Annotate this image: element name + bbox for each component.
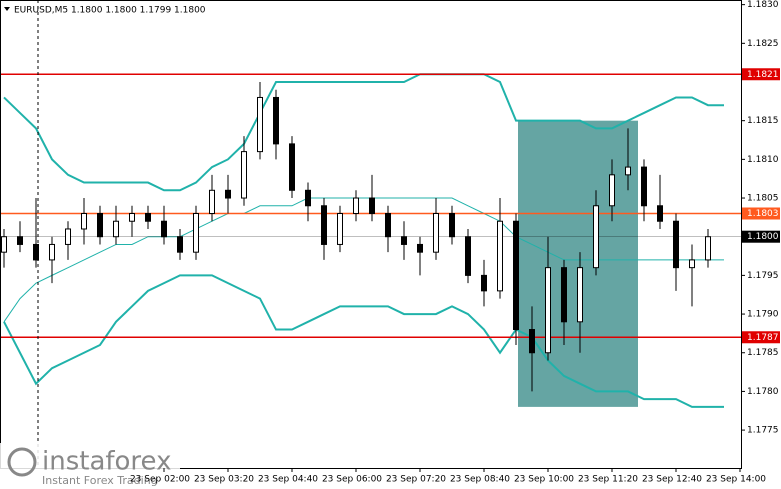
candle-body <box>209 189 215 215</box>
candle-body <box>49 243 55 261</box>
candle-body <box>641 166 647 207</box>
x-tick-label: 23 Sep 12:40 <box>642 475 702 485</box>
x-tick-label: 23 Sep 08:40 <box>450 475 510 485</box>
y-tick-label: 1.1805 <box>747 194 779 204</box>
logo: instaforex Instant Forex Trading <box>0 443 180 489</box>
price-label-box <box>742 207 780 220</box>
plot-area <box>0 73 741 408</box>
x-tick-label: 23 Sep 07:20 <box>386 475 446 485</box>
chart-title: EURUSD,M5 1.1800 1.1800 1.1799 1.1800 <box>14 6 206 16</box>
price-label-box <box>742 230 780 243</box>
price-label: 1.1800 <box>747 232 779 242</box>
candle-body <box>577 267 583 323</box>
logo-tagline: Instant Forex Trading <box>42 474 158 487</box>
candle-body <box>513 220 519 331</box>
candle-body <box>193 213 199 253</box>
candle-body <box>289 143 295 191</box>
highlight-zone <box>518 120 638 407</box>
candle-body <box>545 267 551 354</box>
y-tick-label: 1.1830 <box>747 0 779 10</box>
candle-body <box>705 236 711 261</box>
candle-body <box>353 197 359 215</box>
price-label: 1.1787 <box>747 333 779 343</box>
candle-body <box>449 213 455 238</box>
price-label-box <box>742 68 780 81</box>
candle-body <box>81 213 87 230</box>
x-tick-label: 23 Sep 03:20 <box>194 475 254 485</box>
logo-name: instaforex <box>42 447 171 477</box>
candle-body <box>497 220 503 292</box>
symbol-arrow <box>4 7 10 11</box>
candle-body <box>529 329 535 354</box>
y-tick-label: 1.1825 <box>747 39 779 49</box>
y-tick-label: 1.1780 <box>747 387 779 397</box>
plot-frame <box>0 0 742 469</box>
logo-icon <box>7 447 37 477</box>
x-tick-label: 23 Sep 11:20 <box>578 475 638 485</box>
candle-body <box>129 213 135 222</box>
x-tick-label: 23 Sep 14:00 <box>706 475 766 485</box>
band-upper <box>3 73 724 192</box>
candle-body <box>673 220 679 269</box>
candle-body <box>593 205 599 269</box>
y-tick-label: 1.1790 <box>747 310 779 320</box>
candle-body <box>257 96 263 153</box>
x-tick-label: 23 Sep 10:00 <box>514 475 574 485</box>
candle-body <box>65 228 71 245</box>
band-middle <box>3 197 724 323</box>
candle-body <box>305 189 311 207</box>
candle-body <box>417 243 423 253</box>
candle-body <box>401 236 407 245</box>
candle-body <box>273 96 279 145</box>
candle-body <box>369 197 375 215</box>
candle-body <box>161 220 167 238</box>
candle-body <box>1 236 7 253</box>
candle-body <box>241 151 247 199</box>
y-tick-label: 1.1810 <box>747 155 779 165</box>
candle-body <box>321 205 327 245</box>
candle-body <box>177 236 183 253</box>
band-lower <box>3 274 724 408</box>
price-label: 1.1803 <box>747 209 779 219</box>
x-tick-label: 23 Sep 04:40 <box>258 475 318 485</box>
candle-body <box>385 213 391 238</box>
candle-body <box>113 220 119 238</box>
x-tick-label: 23 Sep 06:00 <box>322 475 382 485</box>
candle-body <box>97 213 103 238</box>
y-tick-label: 1.1775 <box>747 426 779 436</box>
candle-body <box>657 205 663 222</box>
candle-body <box>481 274 487 292</box>
candle-body <box>465 236 471 276</box>
price-label-box <box>742 331 780 344</box>
price-label: 1.1821 <box>747 70 779 80</box>
candle-body <box>145 213 151 222</box>
y-tick-label: 1.1815 <box>747 116 779 126</box>
candle-body <box>561 267 567 323</box>
candle-body <box>17 236 23 245</box>
candle-body <box>337 213 343 245</box>
x-tick-label: 23 Sep 02:00 <box>130 475 190 485</box>
candle-body <box>225 189 231 199</box>
candle-body <box>433 213 439 253</box>
y-tick-label: 1.1785 <box>747 348 779 358</box>
candle-body <box>689 259 695 269</box>
candle-body <box>625 166 631 176</box>
y-tick-label: 1.1795 <box>747 271 779 281</box>
candle-body <box>609 174 615 207</box>
